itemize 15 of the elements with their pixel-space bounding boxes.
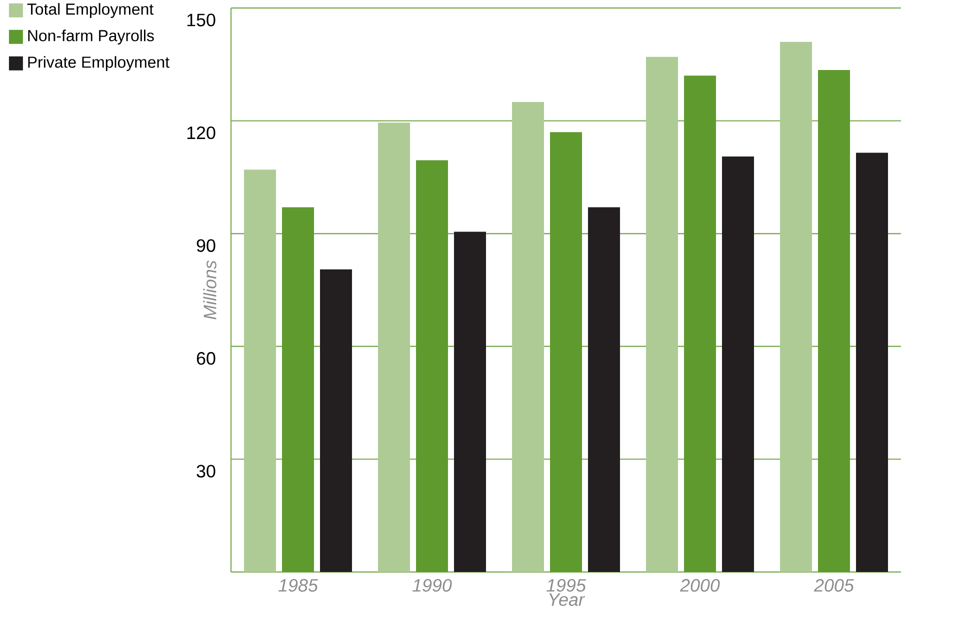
legend-label: Total Employment: [27, 3, 154, 18]
x-tick-label: 1995: [546, 579, 586, 592]
x-tick-label: 2005: [814, 579, 854, 592]
x-tick-label: 1985: [278, 579, 318, 592]
legend-label: Non-farm Payrolls: [28, 30, 154, 44]
x-tick-label: 2000: [680, 579, 720, 592]
y-tick-label: 120: [187, 126, 216, 140]
y-tick-label: 30: [196, 464, 216, 478]
y-tick-label: 60: [196, 352, 216, 365]
x-axis-title: Year: [549, 593, 586, 606]
y-tick-label: 90: [196, 239, 216, 252]
y-axis-title: Millions: [203, 260, 216, 320]
y-tick-label: 150: [187, 14, 216, 26]
x-tick-label: 1990: [412, 579, 452, 592]
legend-label: Private Employment: [28, 56, 170, 71]
